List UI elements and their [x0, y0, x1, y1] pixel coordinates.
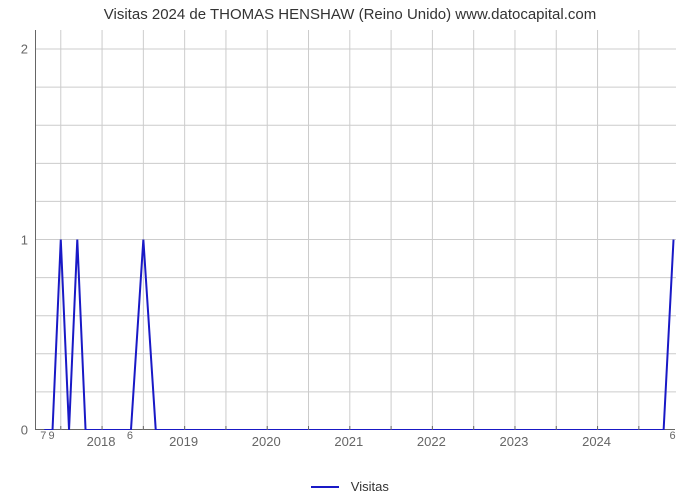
x-tick-label-2023: 2023 — [499, 434, 528, 449]
y-tick-label-1: 1 — [21, 232, 28, 247]
chart-legend: Visitas — [0, 478, 700, 494]
x-tick-label-2024: 2024 — [582, 434, 611, 449]
x-tick-label-2019: 2019 — [169, 434, 198, 449]
point-label-1: 9 — [48, 430, 54, 442]
x-tick-label-2018: 2018 — [87, 434, 116, 449]
chart-plot-area — [35, 30, 675, 430]
y-tick-label-2: 2 — [21, 42, 28, 57]
point-label-10: 6 — [669, 430, 675, 442]
x-tick-label-2020: 2020 — [252, 434, 281, 449]
chart-svg — [36, 30, 676, 430]
legend-label: Visitas — [351, 479, 389, 494]
point-label-0: 7 — [40, 430, 46, 442]
x-tick-label-2022: 2022 — [417, 434, 446, 449]
y-tick-label-0: 0 — [21, 423, 28, 438]
legend-line-icon — [311, 486, 339, 488]
point-label-6: 6 — [127, 430, 133, 442]
chart-title: Visitas 2024 de THOMAS HENSHAW (Reino Un… — [0, 6, 700, 23]
x-tick-label-2021: 2021 — [334, 434, 363, 449]
